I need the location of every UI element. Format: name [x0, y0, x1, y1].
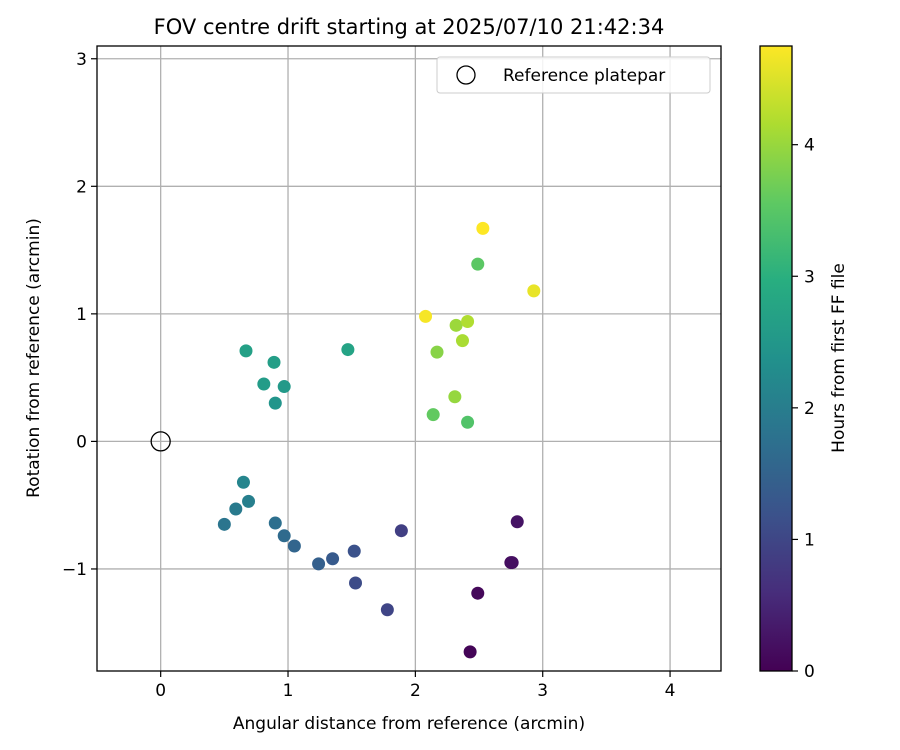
data-point — [510, 515, 524, 529]
legend: Reference platepar — [436, 56, 711, 94]
data-point — [268, 516, 282, 530]
data-point — [217, 517, 231, 531]
data-point — [236, 475, 250, 489]
data-point — [242, 494, 256, 508]
data-point — [394, 524, 408, 538]
reference-marker-group — [150, 431, 171, 452]
data-point — [268, 396, 282, 410]
data-point — [239, 344, 253, 358]
data-point — [463, 645, 477, 659]
y-tick-label: 0 — [76, 432, 87, 452]
y-axis-ticks: −1 0 1 2 3 — [62, 50, 97, 580]
reference-platepar-marker — [150, 431, 171, 452]
data-point — [426, 408, 440, 422]
colorbar-tick-label: 2 — [804, 399, 815, 419]
x-tick-label: 3 — [537, 681, 548, 701]
data-point — [448, 390, 462, 404]
data-point — [476, 221, 490, 235]
x-tick-label: 0 — [155, 681, 166, 701]
colorbar-tick-label: 3 — [804, 267, 815, 287]
data-point — [419, 309, 433, 323]
y-tick-label: 1 — [76, 305, 87, 325]
x-tick-label: 1 — [283, 681, 294, 701]
data-point — [326, 552, 340, 566]
data-point — [505, 556, 519, 570]
data-point — [461, 315, 475, 329]
y-tick-label: 3 — [76, 50, 87, 70]
y-tick-label: 2 — [76, 177, 87, 197]
y-tick-label: −1 — [62, 560, 87, 580]
data-point — [287, 539, 301, 553]
x-tick-label: 4 — [665, 681, 676, 701]
colorbar-tick-label: 4 — [804, 136, 815, 156]
colorbar-gradient — [759, 45, 793, 672]
data-point — [267, 355, 281, 369]
x-axis-label: Angular distance from reference (arcmin) — [233, 714, 585, 734]
data-point — [341, 343, 355, 357]
x-tick-label: 2 — [410, 681, 421, 701]
x-axis-ticks: 0 1 2 3 4 — [155, 671, 675, 701]
colorbar-ticks: 0 1 2 3 4 — [792, 136, 815, 682]
colorbar-tick-label: 1 — [804, 530, 815, 550]
data-point — [347, 544, 361, 558]
data-points — [217, 221, 541, 659]
data-point — [229, 502, 243, 516]
data-point — [257, 377, 271, 391]
data-point — [430, 345, 444, 359]
legend-label: Reference platepar — [503, 66, 665, 86]
data-point — [471, 586, 485, 600]
colorbar-label: Hours from first FF file — [829, 263, 849, 453]
legend-marker-icon — [456, 65, 476, 85]
legend-box — [436, 56, 711, 94]
data-point — [527, 284, 541, 298]
y-axis-label: Rotation from reference (arcmin) — [24, 218, 44, 498]
data-point — [471, 257, 485, 271]
grid-lines — [97, 46, 721, 671]
data-point — [312, 557, 326, 571]
data-point — [277, 529, 291, 543]
data-point — [461, 415, 475, 429]
data-point — [380, 603, 394, 617]
data-point — [455, 334, 469, 348]
colorbar: 0 1 2 3 4 Hours from first FF file — [759, 45, 849, 682]
data-point — [449, 318, 463, 332]
plot-frame — [96, 45, 722, 672]
data-point — [349, 576, 363, 590]
data-point — [277, 380, 291, 394]
colorbar-tick-label: 0 — [804, 662, 815, 682]
chart-title: FOV centre drift starting at 2025/07/10 … — [154, 15, 665, 39]
